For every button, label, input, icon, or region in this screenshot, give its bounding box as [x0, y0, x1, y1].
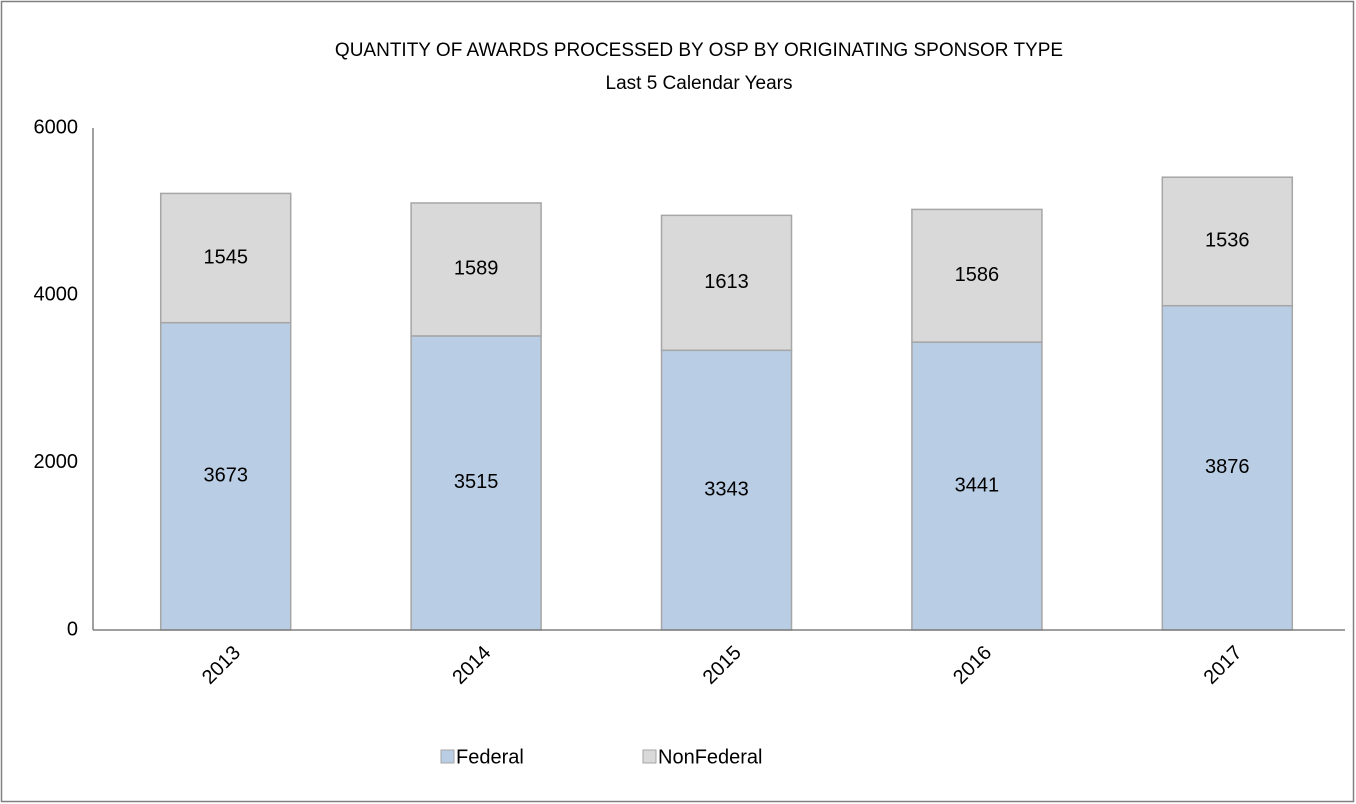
data-label: 1536	[1205, 230, 1250, 252]
bar-segment	[159, 192, 292, 324]
legend-swatch	[440, 749, 455, 764]
bar-segment	[159, 321, 292, 631]
chart-subtitle: Last 5 Calendar Years	[606, 73, 793, 94]
bar-segment	[1161, 304, 1294, 631]
data-label: 1589	[454, 258, 499, 280]
data-label: 3515	[454, 471, 499, 493]
data-label: 3876	[1205, 456, 1250, 478]
y-tick-label: 2000	[34, 451, 79, 473]
bar-segment	[660, 349, 793, 631]
bar-segment	[1161, 176, 1294, 307]
data-label: 3673	[203, 465, 248, 487]
data-label: 3441	[955, 474, 1000, 496]
legend-label: Federal	[456, 746, 524, 768]
bar-segment	[660, 214, 793, 352]
data-label: 1545	[203, 246, 248, 268]
bar-segment	[410, 335, 542, 631]
y-tick-label: 4000	[34, 284, 79, 306]
data-label: 3343	[704, 478, 749, 500]
bar-segment	[911, 341, 1043, 631]
y-tick-label: 0	[67, 618, 78, 640]
bar-segment	[410, 202, 542, 337]
chart-title: QUANTITY OF AWARDS PROCESSED BY OSP BY O…	[335, 40, 1063, 61]
data-label: 1586	[955, 264, 1000, 286]
legend-label: NonFederal	[658, 746, 763, 768]
legend-swatch	[642, 749, 657, 764]
bar-segment	[911, 208, 1043, 343]
data-label: 1613	[704, 271, 749, 293]
y-tick-label: 6000	[34, 116, 79, 138]
